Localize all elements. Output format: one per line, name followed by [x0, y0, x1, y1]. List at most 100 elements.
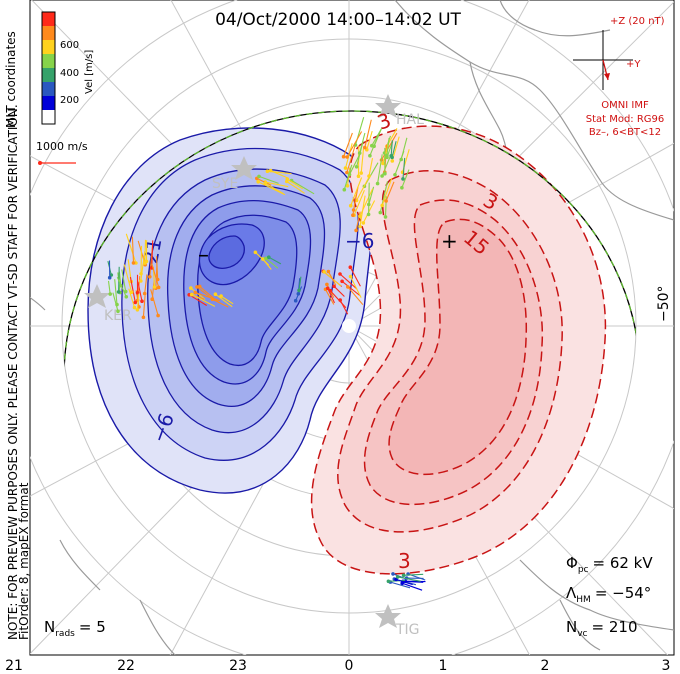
velocity-vector — [265, 181, 289, 188]
velocity-vector-origin — [263, 181, 268, 186]
velocity-colorbar: 600 400 200 Vel [m/s] — [41, 11, 95, 125]
velocity-vector-origin — [116, 290, 121, 294]
velocity-vector — [112, 292, 119, 312]
station-label-ker: KER — [104, 308, 132, 324]
velocity-vector-origin — [401, 177, 405, 181]
imf-stat-model: Stat Mod: RG96 — [586, 114, 665, 125]
velocity-vector — [215, 293, 233, 308]
velocity-vector — [118, 266, 120, 292]
velocity-vector — [402, 157, 406, 179]
velocity-vector-origin — [348, 265, 353, 270]
velocity-vector — [353, 189, 365, 216]
velocity-vector-origin — [356, 174, 361, 178]
mlt-tick-0: 0 — [345, 658, 354, 674]
velocity-vector-origin — [354, 228, 358, 233]
velocity-vector — [368, 186, 375, 205]
mlt-tick-3: 3 — [662, 658, 671, 674]
mlt-tick-1: 1 — [439, 658, 448, 674]
velocity-vector — [188, 294, 207, 306]
velocity-vector-origin — [139, 272, 143, 276]
velocity-vector — [199, 285, 220, 304]
velocity-vector — [401, 169, 410, 188]
velocity-vector — [390, 140, 393, 156]
velocity-vector-origin — [385, 153, 389, 158]
velocity-vector — [286, 181, 305, 194]
velocity-vector-origin — [367, 174, 371, 178]
velocity-vector — [327, 271, 337, 286]
velocity-vector-origin — [366, 212, 371, 217]
velocity-vector-origin — [141, 315, 146, 320]
colorbar-tick-600: 600 — [60, 40, 79, 51]
velocity-vector-origin — [391, 572, 395, 576]
velocity-vector-origin — [285, 177, 290, 181]
velocity-vector — [333, 285, 345, 297]
stations: HAL SYE KER TIG — [84, 94, 424, 638]
mlt-tick-2: 2 — [541, 658, 550, 674]
velocity-vector — [350, 276, 362, 298]
velocity-vector — [391, 141, 397, 158]
nvc-symbol: N — [566, 618, 577, 636]
coastlines — [30, 0, 674, 655]
velocity-vector — [220, 295, 234, 305]
velocity-vector — [377, 154, 383, 184]
imf-source: OMNI IMF — [601, 100, 649, 111]
velocity-vector — [353, 186, 359, 211]
velocity-vector — [395, 578, 413, 586]
velocity-vector — [368, 157, 374, 177]
velocity-vector-origin — [325, 286, 330, 291]
mlt-axis: 21 22 23 0 1 2 3 — [5, 658, 670, 674]
velocity-vector-origin — [368, 153, 372, 158]
velocity-vector — [144, 274, 148, 294]
velocity-vector — [255, 251, 270, 266]
velocity-vector-origin — [345, 155, 349, 159]
colorbar-segment — [42, 96, 55, 110]
velocity-vector-origin — [332, 284, 336, 289]
negative-cell — [87, 127, 374, 494]
velocity-vector — [151, 263, 160, 288]
velocity-vector — [346, 131, 363, 158]
velocity-vector-origin — [351, 213, 355, 217]
velocity-vector-origin — [393, 173, 397, 177]
velocity-vector-origin — [363, 145, 367, 150]
velocity-vector — [327, 288, 335, 304]
colorbar-segment — [42, 54, 55, 68]
velocity-vector — [136, 293, 140, 310]
velocity-vector-origin — [148, 275, 152, 279]
velocity-vector-origin — [109, 273, 114, 277]
velocity-vector — [121, 269, 127, 292]
velocity-vector-origin — [193, 290, 198, 295]
station-label-hal: HAL — [396, 112, 424, 128]
velocity-vector — [265, 257, 279, 269]
contour-label-neg-6a: −6 — [345, 229, 374, 253]
phi-pc-symbol: Φ — [566, 554, 578, 572]
nrads-value: = 5 — [79, 618, 106, 636]
velocity-vector — [325, 289, 335, 305]
velocity-vector-origin — [129, 290, 134, 295]
velocity-vector-origin — [190, 292, 194, 297]
colorbar-segment — [42, 68, 55, 82]
contour-label-pos-3c: 3 — [398, 549, 411, 573]
velocity-vector-origin — [195, 285, 199, 289]
velocity-vector — [128, 288, 136, 308]
velocity-vector — [369, 132, 380, 156]
velocity-vector-origin — [340, 279, 344, 284]
velocity-vector — [291, 180, 315, 195]
velocity-vector-origin — [348, 203, 353, 208]
station-label-tig: TIG — [395, 622, 420, 638]
velocity-vector-origin — [326, 269, 331, 274]
svg-text:Nrads= 5: Nrads = 5 — [44, 618, 106, 639]
velocity-vector-origin — [380, 203, 385, 208]
velocity-vector-origin — [210, 297, 215, 302]
velocity-vector — [356, 175, 370, 201]
velocity-vector — [379, 181, 389, 213]
colorbar-segment — [42, 40, 55, 54]
velocity-vector-origin — [348, 274, 353, 279]
velocity-vector — [349, 154, 360, 175]
imf-by-label: +Y — [626, 59, 641, 70]
velocity-vector-origin — [361, 221, 366, 225]
velocity-vector — [371, 128, 383, 146]
pole-marker — [342, 319, 356, 333]
velocity-vector-origin — [297, 288, 301, 293]
velocity-vector-origin — [268, 168, 273, 173]
colorbar-segment — [42, 82, 55, 96]
